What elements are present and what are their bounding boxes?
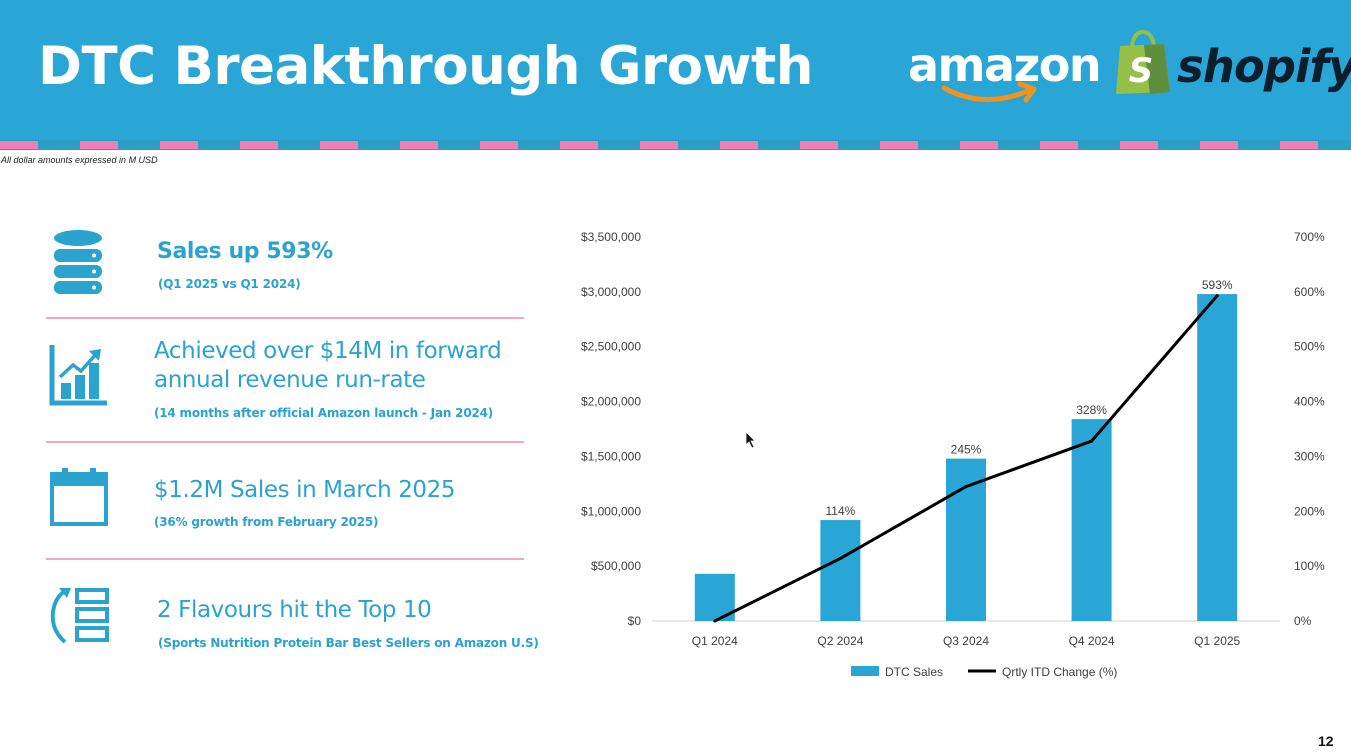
divider-1 bbox=[46, 317, 524, 319]
y-right-tick-label: 500% bbox=[1294, 340, 1325, 354]
divider-3 bbox=[46, 558, 524, 560]
x-tick-label: Q1 2024 bbox=[692, 634, 738, 648]
legend-swatch-dtc-sales bbox=[851, 666, 879, 676]
sales-up-subtext: (Q1 2025 vs Q1 2024) bbox=[158, 277, 301, 291]
x-tick-label: Q2 2024 bbox=[817, 634, 863, 648]
y-right-tick-label: 700% bbox=[1294, 230, 1325, 244]
page-title: DTC Breakthrough Growth bbox=[38, 36, 814, 97]
mouse-cursor-icon bbox=[745, 431, 756, 449]
data-label: 328% bbox=[1076, 403, 1107, 417]
line-point-3 bbox=[1090, 439, 1094, 443]
highlight-sales-up: Sales up 593% (Q1 2025 vs Q1 2024) bbox=[0, 222, 540, 302]
y-left-tick-label: $2,500,000 bbox=[581, 340, 641, 354]
ranking-list-icon bbox=[50, 588, 109, 644]
footnote: All dollar amounts expressed in M USD bbox=[1, 155, 158, 165]
highlight-top-ten: 2 Flavours hit the Top 10 (Sports Nutrit… bbox=[0, 580, 540, 660]
x-tick-label: Q1 2025 bbox=[1194, 634, 1240, 648]
amazon-smile-icon bbox=[941, 82, 1037, 103]
bar-dtc-sales-3 bbox=[1071, 419, 1112, 621]
highlight-run-rate: Achieved over $14M in forward annual rev… bbox=[0, 330, 540, 435]
y-right-tick-label: 0% bbox=[1294, 614, 1312, 628]
run-rate-subtext: (14 months after official Amazon launch … bbox=[154, 406, 494, 420]
data-label: 245% bbox=[951, 443, 982, 457]
x-tick-label: Q3 2024 bbox=[943, 634, 989, 648]
highlight-march-sales: $1.2M Sales in March 2025 (36% growth fr… bbox=[0, 460, 540, 540]
top-ten-heading: 2 Flavours hit the Top 10 bbox=[157, 597, 432, 623]
shopify-bag-icon: S bbox=[1116, 30, 1170, 94]
shopify-bag-letter: S bbox=[1129, 51, 1154, 91]
growth-chart-icon bbox=[49, 345, 107, 406]
line-point-0 bbox=[713, 619, 717, 623]
line-point-4 bbox=[1215, 294, 1219, 298]
page-number: 12 bbox=[1318, 733, 1334, 749]
partner-logos: amazon S shopify bbox=[900, 26, 1351, 116]
y-left-tick-label: $3,500,000 bbox=[581, 230, 641, 244]
march-sales-heading: $1.2M Sales in March 2025 bbox=[154, 477, 456, 503]
y-right-tick-label: 200% bbox=[1294, 504, 1325, 518]
top-ten-subtext: (Sports Nutrition Protein Bar Best Selle… bbox=[158, 636, 539, 650]
bar-dtc-sales-4 bbox=[1197, 294, 1238, 621]
divider-2 bbox=[46, 441, 524, 443]
y-right-tick-label: 400% bbox=[1294, 395, 1325, 409]
dashed-stripe-divider bbox=[0, 140, 1351, 150]
data-label: 593% bbox=[1202, 278, 1233, 292]
amazon-wordmark: amazon bbox=[908, 38, 1102, 92]
bar-dtc-sales-1 bbox=[820, 520, 861, 621]
run-rate-heading-line-1: Achieved over $14M in forward bbox=[154, 338, 502, 364]
y-left-tick-label: $1,000,000 bbox=[581, 504, 641, 518]
line-point-1 bbox=[838, 556, 842, 560]
y-left-tick-label: $0 bbox=[628, 614, 642, 628]
y-left-tick-label: $500,000 bbox=[591, 559, 641, 573]
title-banner: DTC Breakthrough Growth amazon S shopify bbox=[0, 0, 1351, 140]
database-icon bbox=[54, 230, 102, 294]
y-right-tick-label: 100% bbox=[1294, 559, 1325, 573]
sales-up-heading: Sales up 593% bbox=[157, 239, 333, 264]
y-left-tick-label: $3,000,000 bbox=[581, 285, 641, 299]
y-left-tick-label: $1,500,000 bbox=[581, 449, 641, 463]
legend-label-dtc-sales: DTC Sales bbox=[885, 665, 943, 679]
march-sales-subtext: (36% growth from February 2025) bbox=[154, 515, 379, 529]
dtc-sales-chart: $0 $500,000 $1,000,000 $1,500,000 $2,000,000… bbox=[581, 230, 1325, 679]
x-tick-label: Q4 2024 bbox=[1069, 634, 1115, 648]
calendar-icon bbox=[50, 468, 108, 526]
amazon-logo: amazon bbox=[908, 38, 1102, 116]
line-point-2 bbox=[964, 485, 968, 489]
shopify-wordmark: shopify bbox=[1177, 40, 1351, 93]
y-right-tick-label: 300% bbox=[1294, 449, 1325, 463]
data-label: 114% bbox=[825, 504, 855, 518]
legend-label-itd-change: Qrtly ITD Change (%) bbox=[1002, 665, 1117, 679]
shopify-logo: S shopify bbox=[1114, 26, 1351, 106]
y-right-tick-label: 600% bbox=[1294, 285, 1325, 299]
y-left-tick-label: $2,000,000 bbox=[581, 395, 641, 409]
run-rate-heading-line-2: annual revenue run-rate bbox=[154, 367, 426, 393]
